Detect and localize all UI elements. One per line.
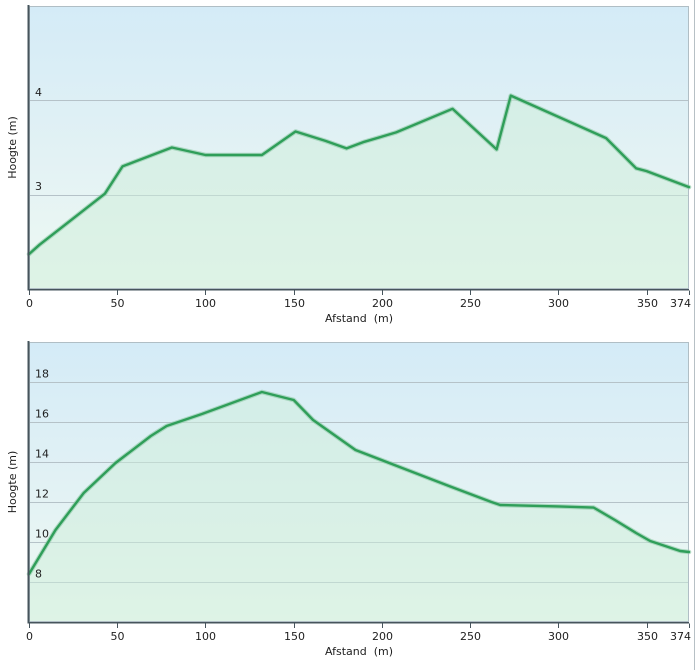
svg-text:10: 10 [35, 528, 49, 541]
svg-text:0: 0 [26, 630, 33, 643]
svg-text:250: 250 [460, 630, 481, 643]
svg-text:50: 50 [111, 297, 125, 310]
elevation-chart-bottom-canvas: 0 50 100 150 200 250 300 350 374 8 10 12 14 16 18 Afsta… [6, 341, 692, 658]
svg-text:150: 150 [284, 297, 305, 310]
svg-text:8: 8 [35, 568, 42, 581]
svg-text:Afstand (m): Afstand (m) [325, 645, 393, 658]
svg-text:4: 4 [35, 86, 42, 99]
elevation-chart-top: 0 50 100 150 200 250 300 350 374 3 4 Afstand (m) Hoo… [6, 5, 692, 325]
svg-text:374: 374 [670, 630, 691, 643]
svg-text:3: 3 [35, 180, 42, 193]
svg-text:0: 0 [26, 297, 33, 310]
svg-text:Hoogte (m): Hoogte (m) [6, 451, 19, 514]
svg-text:374: 374 [670, 297, 691, 310]
svg-text:14: 14 [35, 448, 49, 461]
svg-text:50: 50 [111, 630, 125, 643]
svg-text:350: 350 [637, 297, 658, 310]
svg-text:250: 250 [460, 297, 481, 310]
svg-text:100: 100 [195, 297, 216, 310]
svg-text:300: 300 [548, 297, 569, 310]
svg-text:18: 18 [35, 368, 49, 381]
svg-text:150: 150 [284, 630, 305, 643]
svg-text:100: 100 [195, 630, 216, 643]
svg-text:Hoogte (m): Hoogte (m) [6, 116, 19, 179]
page-right-border [694, 0, 695, 670]
svg-text:200: 200 [372, 297, 393, 310]
svg-text:300: 300 [548, 630, 569, 643]
elevation-chart-bottom: 0 50 100 150 200 250 300 350 374 8 10 12 14 16 18 Afsta… [0, 335, 697, 670]
svg-text:200: 200 [372, 630, 393, 643]
svg-text:Afstand (m): Afstand (m) [325, 312, 393, 325]
svg-text:16: 16 [35, 408, 49, 421]
svg-text:12: 12 [35, 488, 49, 501]
elevation-chart-top-canvas: 0 50 100 150 200 250 300 350 374 3 4 Afstand (m) Hoo… [6, 5, 692, 325]
svg-text:350: 350 [637, 630, 658, 643]
